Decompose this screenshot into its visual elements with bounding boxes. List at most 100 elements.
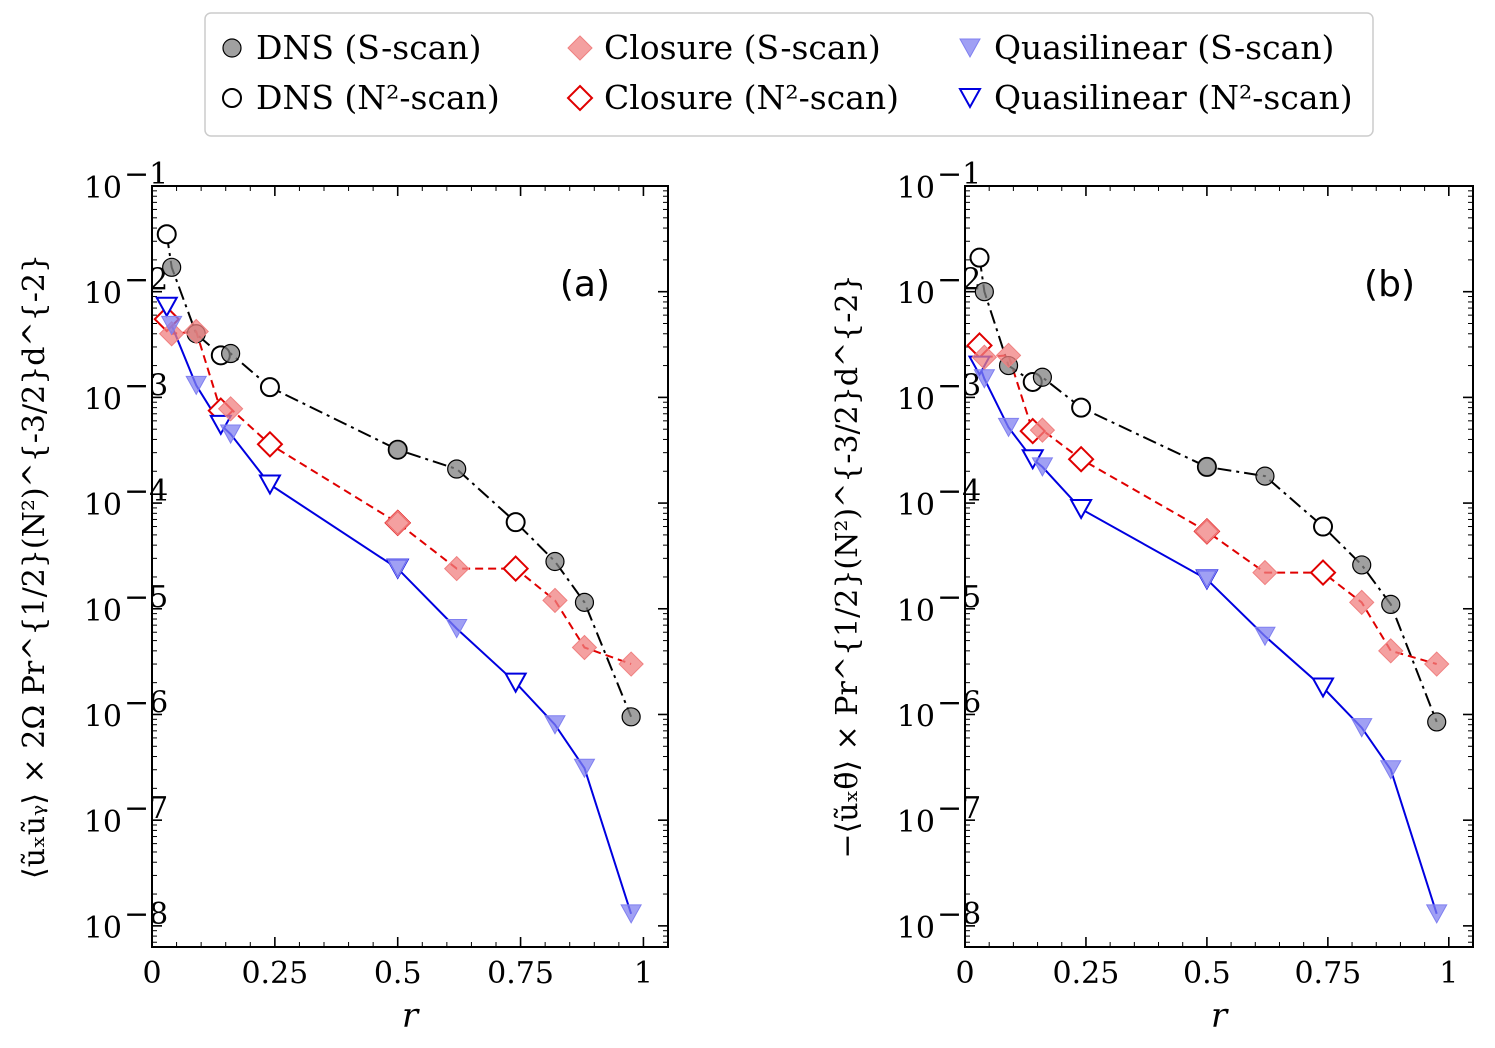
y-tick-exponent: −4	[124, 474, 168, 509]
y-tick-label: 10	[84, 805, 122, 840]
y-tick-base: 10	[84, 277, 122, 312]
y-tick-label: 10	[84, 911, 122, 946]
panel-label: (b)	[1364, 264, 1415, 305]
y-tick-base: 10	[897, 805, 935, 840]
legend-marker-clo_n	[566, 84, 594, 112]
x-tick-label: 0.5	[374, 956, 422, 991]
panel-a: 0 0.25 0.5 0.75 110−810−710−610−510−410 −310−…	[17, 157, 669, 1036]
data-point-ql_s	[1196, 569, 1218, 590]
data-point-dns_s	[1381, 594, 1401, 615]
y-tick-label: 10	[897, 699, 935, 734]
y-tick-base: 10	[897, 699, 935, 734]
data-point-ql_n	[503, 672, 528, 694]
data-point-dns_s	[388, 440, 408, 460]
data-point-clo_s	[971, 344, 998, 370]
y-tick-exponent: −5	[937, 580, 981, 615]
y-tick-exponent: −6	[937, 685, 981, 720]
series-line-ql	[165, 306, 633, 915]
y-tick-label: 10	[897, 594, 935, 629]
y-tick-base: 10	[84, 171, 122, 206]
data-point-dns_n	[156, 224, 177, 245]
y-tick-label: 10	[897, 911, 935, 946]
y-tick-exponent: −8	[124, 897, 168, 932]
y-tick-exponent: −3	[937, 368, 981, 403]
data-point-ql_s	[219, 424, 242, 445]
legend-marker-ql_n	[958, 88, 982, 110]
series-line-ql	[978, 365, 1438, 915]
data-point-dns_s	[221, 343, 241, 364]
y-tick-label: 10	[897, 277, 935, 312]
legend-label-ql_s: Quasilinear (S-scan)	[994, 28, 1334, 67]
y-tick-base: 10	[897, 277, 935, 312]
data-point-clo_n	[256, 430, 284, 458]
data-point-dns_s	[545, 551, 565, 572]
data-point-clo_s	[1252, 559, 1278, 586]
y-tick-label: 10	[897, 382, 935, 417]
plot-frame	[964, 185, 1474, 948]
y-tick-exponent: −7	[124, 791, 168, 826]
data-point-clo_s	[1378, 638, 1404, 664]
data-point-clo_s	[1349, 589, 1375, 616]
data-point-dns_s	[162, 257, 182, 277]
data-point-dns_s	[447, 459, 467, 479]
data-point-clo_s	[1424, 651, 1450, 677]
y-tick-exponent: −4	[937, 474, 981, 509]
panel-b: 0 0.25 0.5 0.75 110−810−710−610−510−410 −310−…	[830, 157, 1474, 1036]
series-line-dns	[978, 257, 1438, 723]
y-tick-label: 10	[84, 594, 122, 629]
data-point-dns_n	[505, 512, 526, 533]
legend-marker-ql_s	[959, 38, 981, 59]
y-tick-exponent: −8	[937, 897, 981, 932]
y-tick-base: 10	[897, 382, 935, 417]
y-tick-exponent: −1	[937, 157, 981, 192]
data-point-ql_s	[544, 715, 566, 735]
legend-label-clo_s: Closure (S-scan)	[604, 28, 881, 67]
y-tick-label: 10	[897, 171, 935, 206]
y-tick-base: 10	[84, 594, 122, 629]
y-tick-label: 10	[897, 488, 935, 523]
data-point-clo_s	[1194, 518, 1220, 545]
data-point-ql_s	[1350, 718, 1373, 738]
y-tick-label: 10	[897, 805, 935, 840]
data-point-clo_s	[571, 634, 598, 661]
y-tick-base: 10	[897, 488, 935, 523]
x-axis-label: r	[402, 996, 420, 1036]
y-tick-label: 10	[84, 277, 122, 312]
legend-label-ql_n: Quasilinear (N²-scan)	[994, 78, 1353, 117]
y-tick-exponent: −3	[124, 368, 168, 403]
data-point-clo_s	[542, 587, 568, 614]
y-tick-base: 10	[897, 594, 935, 629]
x-tick-label: 0.25	[241, 956, 308, 991]
data-point-ql_n	[1311, 677, 1335, 699]
data-point-ql_s	[1379, 760, 1402, 780]
series-line-dns	[165, 234, 633, 718]
data-point-ql_s	[160, 315, 183, 336]
series-line-closure	[978, 345, 1437, 665]
y-axis-label: −⟨ũₓθ̃⟩ × Pr^{1/2}(N²)^{-3/2}d^{-2}	[830, 274, 865, 858]
y-tick-label: 10	[84, 699, 122, 734]
data-point-clo_n	[502, 555, 530, 583]
legend-label-dns_n: DNS (N²-scan)	[256, 78, 500, 117]
plot-frame	[151, 185, 669, 948]
data-point-ql_s	[620, 904, 642, 924]
y-tick-base: 10	[84, 699, 122, 734]
x-tick-label: 0	[142, 956, 161, 991]
y-tick-exponent: −2	[937, 263, 981, 298]
data-point-ql_s	[1031, 457, 1054, 477]
y-tick-base: 10	[84, 805, 122, 840]
x-tick-label: 0	[955, 956, 974, 991]
y-tick-label: 10	[84, 382, 122, 417]
x-tick-label: 0.25	[1053, 956, 1120, 991]
legend: DNS (S-scan) DNS (N²-scan) Closure (S-scan…	[204, 12, 1374, 137]
y-tick-exponent: −1	[124, 157, 168, 192]
panel-label: (a)	[560, 264, 610, 305]
legend-label-clo_n: Closure (N²-scan)	[604, 78, 899, 117]
data-point-clo_n	[1067, 445, 1095, 473]
y-tick-base: 10	[84, 911, 122, 946]
y-tick-base: 10	[897, 171, 935, 206]
legend-marker-dns_n	[222, 88, 242, 108]
x-axis-label: r	[1211, 996, 1229, 1036]
legend-marker-clo_s	[567, 35, 593, 61]
y-tick-exponent: −2	[124, 263, 168, 298]
